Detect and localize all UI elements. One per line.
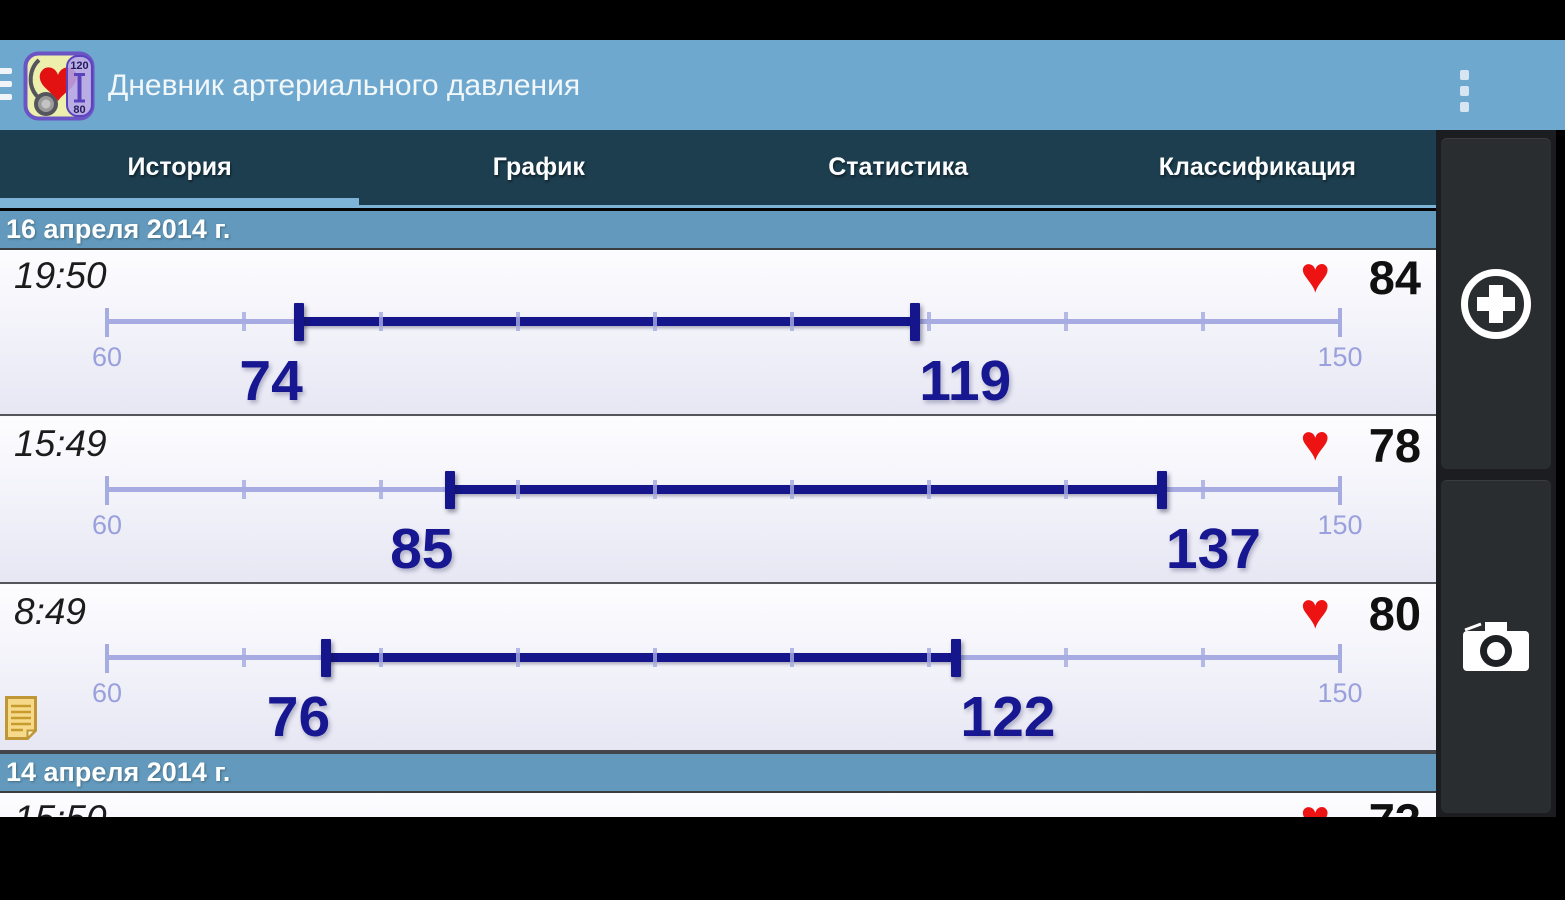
scale-tick bbox=[790, 480, 794, 499]
systolic-cap bbox=[1156, 471, 1167, 509]
bottom-cover bbox=[0, 817, 1565, 900]
app-header: 120 80 Дневник артериального давления bbox=[0, 40, 1565, 130]
scale-tick bbox=[1201, 648, 1205, 667]
bp-range-bar bbox=[326, 653, 957, 662]
tab-chart[interactable]: График bbox=[492, 153, 585, 181]
entry-time: 19:50 bbox=[14, 255, 107, 296]
entry-row[interactable]: 19:50 ♥ 84 60 150 74 119 bbox=[0, 247, 1437, 414]
pulse-heart-icon: ♥ bbox=[1300, 247, 1330, 303]
status-bar bbox=[0, 0, 1565, 40]
row-separator bbox=[0, 414, 1437, 418]
pulse-value: 78 bbox=[1368, 419, 1421, 472]
diastolic-value: 85 bbox=[390, 517, 454, 581]
diastolic-value: 74 bbox=[239, 349, 303, 413]
scale-tick bbox=[242, 312, 246, 331]
scale-tick bbox=[1064, 648, 1068, 667]
svg-text:80: 80 bbox=[73, 104, 85, 116]
note-icon bbox=[5, 696, 38, 741]
scale-tick bbox=[1338, 476, 1342, 505]
scale-tick bbox=[927, 648, 931, 667]
plus-circle-icon bbox=[1461, 269, 1531, 339]
scale-tick bbox=[927, 312, 931, 331]
selected-tab-underline bbox=[0, 198, 359, 208]
overflow-menu-icon[interactable] bbox=[1452, 70, 1476, 112]
scale-tick bbox=[790, 312, 794, 331]
scale-tick bbox=[379, 312, 383, 331]
scale-tick bbox=[105, 644, 109, 673]
date-section-header: 16 апреля 2014 г. bbox=[0, 211, 1443, 250]
scale-tick bbox=[790, 648, 794, 667]
tab-statistics[interactable]: Статистика bbox=[828, 153, 968, 181]
scale-tick bbox=[1064, 480, 1068, 499]
entry-row[interactable]: 15:49 ♥ 78 60 150 85 137 bbox=[0, 415, 1437, 582]
tabbar-bottom-line bbox=[0, 205, 1437, 208]
pulse-heart-icon: ♥ bbox=[1300, 583, 1330, 639]
entry-row[interactable]: 8:49 ♥ 80 60 150 76 122 bbox=[0, 583, 1437, 750]
scale-tick bbox=[1201, 480, 1205, 499]
tab-classification[interactable]: Классификация bbox=[1158, 153, 1356, 181]
tab-bar: История График Статистика Классификация bbox=[0, 130, 1437, 208]
scale-tick bbox=[927, 480, 931, 499]
scale-tick bbox=[516, 648, 520, 667]
systolic-value: 119 bbox=[919, 349, 1012, 413]
systolic-cap bbox=[951, 639, 962, 677]
tab-divider bbox=[0, 208, 1437, 211]
scale-tick bbox=[242, 480, 246, 499]
history-list: 16 апреля 2014 г. 19:50 ♥ 84 60 150 74 119 15:49… bbox=[0, 211, 1443, 900]
systolic-cap bbox=[910, 303, 921, 341]
scale-tick bbox=[1064, 312, 1068, 331]
svg-text:120: 120 bbox=[70, 60, 88, 72]
scale-tick bbox=[379, 480, 383, 499]
diastolic-value: 76 bbox=[266, 685, 331, 749]
scale-tick bbox=[379, 648, 383, 667]
scale-tick bbox=[1338, 308, 1342, 337]
systolic-value: 137 bbox=[1165, 517, 1261, 581]
scale-tick bbox=[105, 476, 109, 505]
scale-tick bbox=[242, 648, 246, 667]
scale-tick bbox=[516, 480, 520, 499]
scale-tick bbox=[1338, 644, 1342, 673]
add-measurement-button[interactable] bbox=[1441, 138, 1551, 469]
scale-tick bbox=[516, 312, 520, 331]
pulse-value: 84 bbox=[1368, 251, 1421, 304]
diastolic-cap bbox=[293, 303, 304, 341]
scale-tick bbox=[653, 648, 657, 667]
diastolic-cap bbox=[321, 639, 332, 677]
scale-max-label: 150 bbox=[1317, 342, 1363, 372]
pulse-value: 80 bbox=[1368, 587, 1421, 640]
row-separator bbox=[0, 750, 1437, 754]
scale-max-label: 150 bbox=[1317, 678, 1363, 708]
camera-icon bbox=[1461, 619, 1531, 675]
action-sidebar bbox=[1436, 130, 1556, 817]
pulse-heart-icon: ♥ bbox=[1300, 415, 1330, 471]
scale-min-label: 60 bbox=[91, 342, 123, 372]
row-separator bbox=[0, 582, 1437, 586]
page-title: Дневник артериального давления bbox=[108, 69, 581, 102]
scale-tick bbox=[105, 308, 109, 337]
scale-tick bbox=[1201, 312, 1205, 331]
app-logo-icon: 120 80 bbox=[23, 51, 95, 121]
scale-tick bbox=[653, 312, 657, 331]
scale-tick bbox=[653, 480, 657, 499]
hamburger-menu-icon[interactable] bbox=[0, 68, 12, 104]
tab-history[interactable]: История bbox=[127, 153, 232, 181]
diastolic-cap bbox=[444, 471, 455, 509]
systolic-value: 122 bbox=[960, 685, 1056, 749]
entry-time: 8:49 bbox=[14, 591, 87, 632]
camera-button[interactable] bbox=[1441, 480, 1551, 813]
scale-max-label: 150 bbox=[1317, 510, 1363, 540]
entry-time: 15:49 bbox=[14, 423, 107, 464]
bp-range-bar bbox=[449, 485, 1162, 494]
date-section-header: 14 апреля 2014 г. bbox=[0, 754, 1443, 793]
scale-min-label: 60 bbox=[91, 678, 123, 708]
bp-range-bar bbox=[298, 317, 916, 326]
scale-min-label: 60 bbox=[91, 510, 123, 540]
